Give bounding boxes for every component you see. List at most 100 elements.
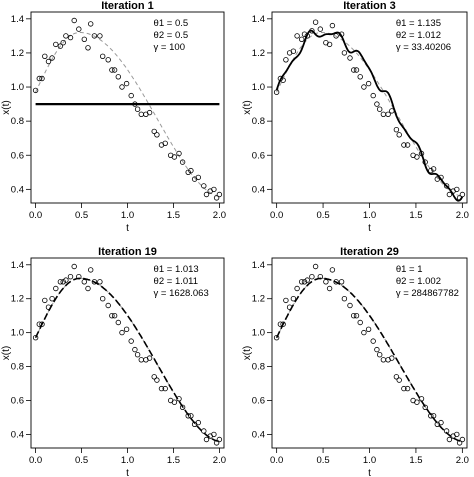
data-point bbox=[42, 297, 48, 304]
data-point bbox=[216, 191, 223, 198]
y-tick-label: 0.8 bbox=[252, 116, 265, 127]
data-point bbox=[85, 285, 91, 292]
data-point bbox=[304, 277, 310, 283]
y-tick-label: 1.2 bbox=[252, 294, 265, 305]
data-point bbox=[338, 31, 345, 37]
true-curve bbox=[276, 277, 463, 442]
y-tick-label: 1.4 bbox=[11, 14, 24, 25]
data-point bbox=[71, 263, 77, 270]
param-text: γ = 33.40206 bbox=[396, 42, 451, 53]
x-tick-label: 1.5 bbox=[409, 455, 422, 466]
data-point bbox=[326, 41, 333, 48]
data-point bbox=[195, 174, 201, 181]
data-point bbox=[32, 335, 39, 341]
data-point bbox=[341, 296, 348, 302]
data-point bbox=[401, 385, 407, 392]
data-point bbox=[179, 404, 186, 410]
data-point bbox=[123, 80, 130, 87]
panel-title: Iteration 3 bbox=[343, 0, 396, 12]
data-point bbox=[179, 159, 186, 165]
param-text: θ2 = 1.002 bbox=[396, 276, 441, 287]
x-tick-label: 0.5 bbox=[316, 455, 329, 466]
data-point bbox=[418, 150, 425, 157]
data-point bbox=[385, 111, 391, 117]
data-point bbox=[323, 279, 329, 285]
data-point bbox=[299, 36, 305, 42]
data-point bbox=[146, 355, 153, 361]
data-point bbox=[422, 404, 428, 410]
data-point bbox=[283, 57, 289, 63]
data-point bbox=[203, 436, 210, 443]
y-tick-label: 0.6 bbox=[252, 396, 265, 407]
data-point bbox=[132, 346, 138, 353]
data-point bbox=[138, 357, 144, 363]
data-point bbox=[326, 285, 333, 292]
data-point bbox=[370, 338, 376, 344]
data-point bbox=[294, 33, 300, 39]
data-point bbox=[299, 279, 305, 285]
data-point bbox=[374, 346, 380, 353]
y-axis-label: x(t) bbox=[1, 346, 12, 360]
data-point bbox=[273, 335, 280, 341]
data-point bbox=[456, 440, 463, 446]
data-point bbox=[154, 377, 160, 383]
data-layer bbox=[273, 19, 466, 202]
x-tick-label: 1.0 bbox=[121, 210, 134, 221]
data-point bbox=[443, 183, 450, 189]
data-point bbox=[389, 355, 395, 361]
x-tick-label: 0.0 bbox=[29, 455, 42, 466]
data-point bbox=[329, 22, 336, 29]
data-point bbox=[430, 413, 437, 419]
panel-2: Iteration 3 0.0 0.5 1.0 1.5 2.0 0.4 0.6 0.8 1.0 1.… bbox=[242, 0, 469, 234]
data-point bbox=[317, 274, 323, 280]
data-point bbox=[422, 159, 428, 165]
data-point bbox=[213, 195, 220, 201]
y-tick-label: 1.0 bbox=[252, 328, 265, 339]
data-point bbox=[185, 169, 191, 175]
data-point bbox=[456, 195, 463, 201]
data-point bbox=[273, 89, 280, 95]
data-point bbox=[45, 304, 52, 310]
data-point bbox=[396, 377, 402, 383]
data-point bbox=[312, 263, 319, 270]
y-axis-label: x(t) bbox=[1, 100, 12, 114]
data-point bbox=[97, 279, 103, 285]
data-point bbox=[119, 329, 125, 336]
data-point bbox=[329, 267, 336, 273]
data-point bbox=[277, 75, 284, 82]
y-tick-label: 1.2 bbox=[11, 48, 24, 59]
data-point bbox=[446, 191, 453, 198]
data-point bbox=[347, 55, 353, 61]
data-point bbox=[87, 267, 94, 273]
x-tick-label: 2.0 bbox=[213, 455, 226, 466]
data-point bbox=[105, 302, 111, 309]
data-point bbox=[309, 274, 315, 280]
data-point bbox=[146, 109, 153, 116]
data-point bbox=[109, 67, 115, 73]
data-point bbox=[158, 385, 165, 392]
x-tick-label: 1.0 bbox=[121, 455, 134, 466]
data-point bbox=[76, 274, 82, 280]
data-point bbox=[138, 111, 144, 117]
data-point bbox=[151, 374, 157, 380]
data-point bbox=[333, 33, 339, 39]
x-tick-label: 0.0 bbox=[270, 210, 283, 221]
data-point bbox=[341, 50, 348, 56]
data-point bbox=[188, 167, 194, 174]
x-tick-label: 1.5 bbox=[167, 210, 180, 221]
x-tick-label: 2.0 bbox=[456, 455, 469, 466]
data-point bbox=[128, 338, 134, 344]
x-tick-label: 0.5 bbox=[75, 210, 88, 221]
data-layer bbox=[32, 263, 223, 446]
data-point bbox=[60, 40, 66, 46]
x-tick-label: 0.5 bbox=[75, 455, 88, 466]
data-point bbox=[414, 399, 420, 405]
data-point bbox=[53, 285, 59, 292]
param-text: γ = 1628.063 bbox=[154, 288, 209, 299]
data-point bbox=[176, 396, 182, 402]
data-point bbox=[36, 75, 42, 82]
data-point bbox=[353, 313, 360, 319]
x-tick-label: 1.0 bbox=[363, 210, 376, 221]
data-point bbox=[301, 31, 308, 37]
param-text: θ1 = 0.5 bbox=[154, 18, 189, 29]
